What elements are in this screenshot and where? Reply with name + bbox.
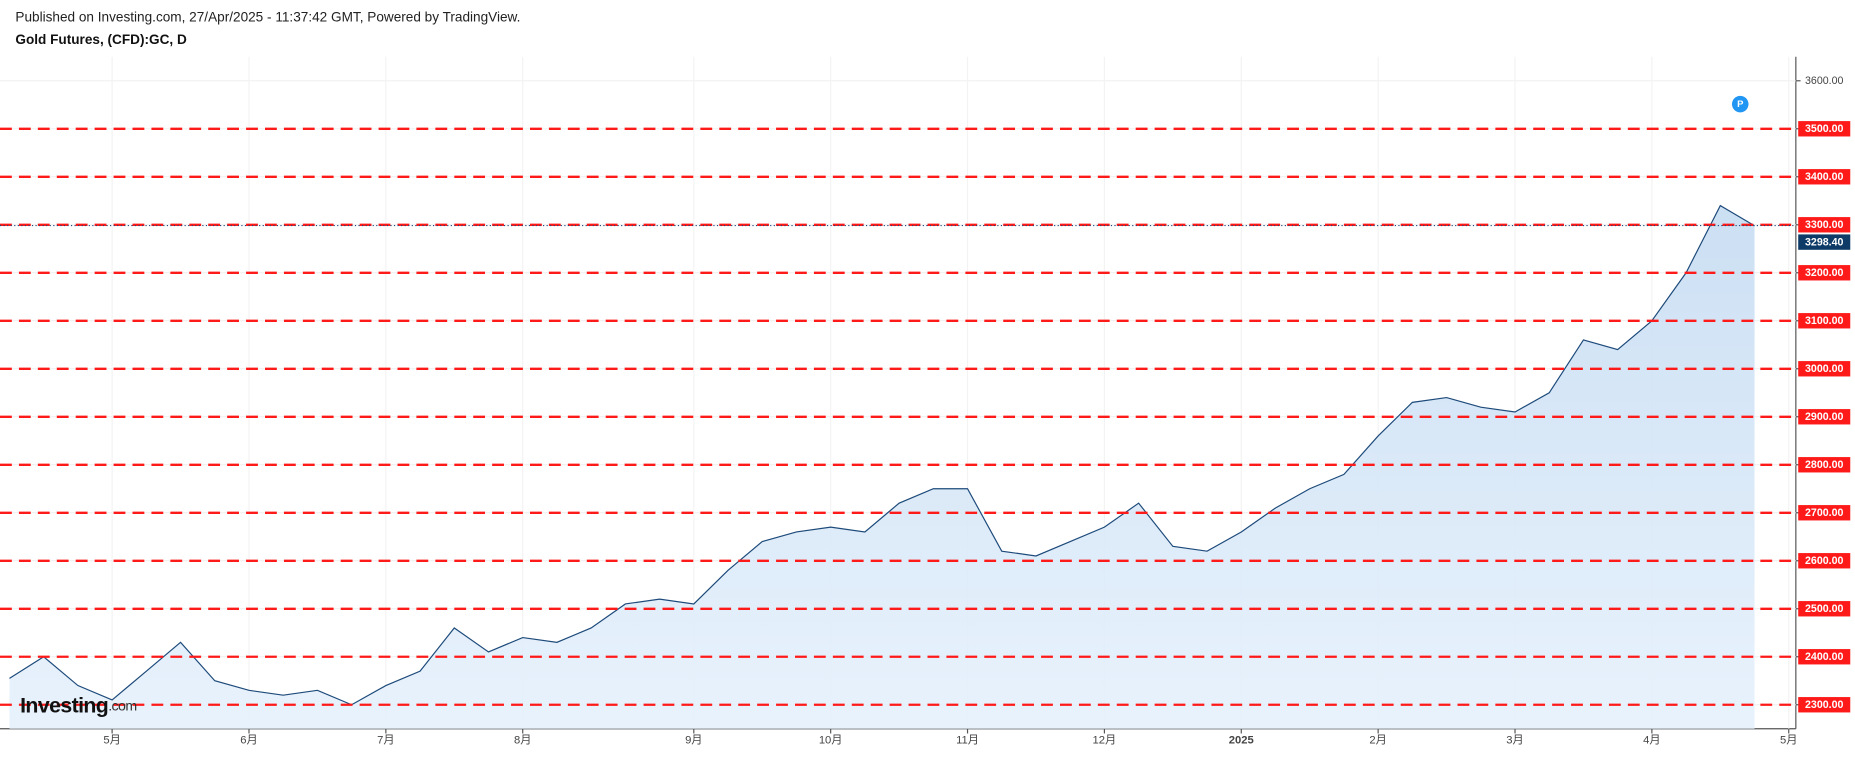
- x-tick-label: 3月: [1506, 735, 1523, 747]
- x-tick-label: 8月: [514, 735, 531, 747]
- x-tick-label: 11月: [956, 735, 979, 747]
- x-tick-label: 6月: [240, 735, 257, 747]
- level-label-box: [1798, 601, 1851, 617]
- marker-badge: [1731, 95, 1749, 113]
- x-tick-label: 2月: [1369, 735, 1386, 747]
- level-label-box: [1798, 697, 1851, 713]
- level-label-box: [1798, 649, 1851, 665]
- y-tick-label: 3400.00: [1805, 171, 1843, 183]
- logo: Investing.com: [20, 693, 136, 717]
- level-label-box: [1798, 313, 1851, 329]
- y-tick-label: 2800.00: [1805, 459, 1843, 471]
- x-tick-label: 7月: [377, 735, 394, 747]
- price-area: [9, 205, 1755, 729]
- y-tick-label: 2600.00: [1805, 555, 1843, 567]
- x-tick-label: 10月: [819, 735, 843, 747]
- y-tick-label: 3600.00: [1805, 75, 1843, 87]
- price-line: [9, 204, 1755, 706]
- level-label-box: [1798, 265, 1851, 281]
- y-tick-label: 2300.00: [1805, 699, 1843, 711]
- level-label-box: [1798, 121, 1851, 137]
- y-tick-label: 3100.00: [1805, 315, 1843, 327]
- logo-brand: Investing: [20, 693, 108, 717]
- x-tick-label: 5月: [1780, 735, 1797, 747]
- level-label-box: [1798, 169, 1851, 185]
- published-line: Published on Investing.com, 27/Apr/2025 …: [15, 9, 520, 24]
- x-tick-label: 4月: [1643, 735, 1660, 747]
- marker-text: P: [1737, 99, 1743, 110]
- level-label-box: [1798, 505, 1851, 521]
- x-tick-label: 12月: [1093, 735, 1117, 747]
- level-label-box: [1798, 553, 1851, 569]
- last-price-box: [1798, 234, 1851, 250]
- x-tick-label: 9月: [685, 735, 702, 747]
- plot: 2300.00 2400.00 2500.00 2600.00 2700.00 2800.…: [0, 56, 1851, 747]
- y-tick-label: 3500.00: [1805, 123, 1843, 135]
- level-label-box: [1798, 457, 1851, 473]
- y-tick-label: 2500.00: [1805, 603, 1843, 615]
- y-tick-label: 2400.00: [1805, 651, 1843, 663]
- x-tick-label: 2025: [1229, 735, 1254, 747]
- y-tick-label: 2900.00: [1805, 411, 1843, 423]
- level-label-box: [1798, 361, 1851, 377]
- y-tick-label: 3300.00: [1805, 219, 1843, 231]
- level-label-box: [1798, 409, 1851, 425]
- y-tick-label: 2700.00: [1805, 507, 1843, 519]
- y-tick-label: 3000.00: [1805, 363, 1843, 375]
- x-tick-label: 5月: [103, 735, 120, 747]
- level-label-box: [1798, 217, 1851, 233]
- y-tick-label: 3200.00: [1805, 267, 1843, 279]
- logo-suffix: .com: [108, 698, 136, 714]
- last-price-label: 3298.40: [1805, 237, 1843, 249]
- symbol-title: Gold Futures, (CFD):GC, D: [15, 32, 187, 47]
